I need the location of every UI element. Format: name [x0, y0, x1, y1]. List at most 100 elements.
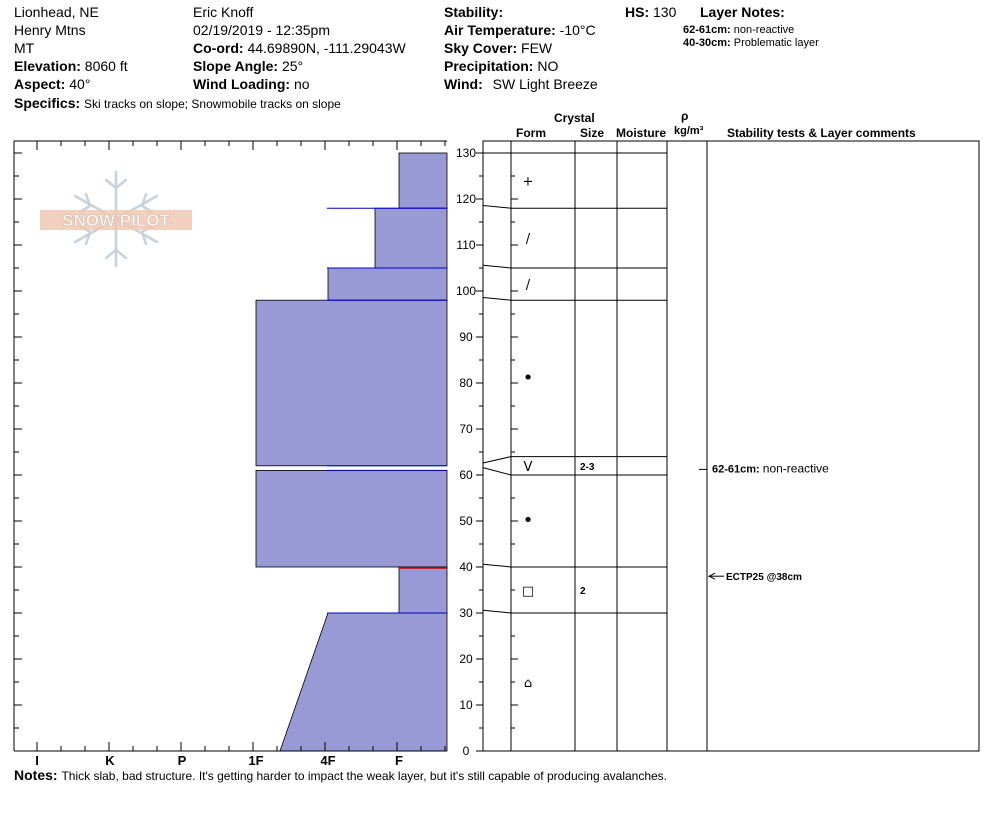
aspect-value: 40°	[69, 76, 91, 92]
logo-text: SNOW PILOT	[62, 211, 170, 230]
depth-tick-label: 50	[459, 514, 473, 528]
layer-comment: 62-61cm: non-reactive	[712, 461, 829, 475]
correlation-line	[482, 204, 512, 209]
coord-value: 44.69890N, -111.29043W	[247, 40, 406, 56]
slope-angle: Slope Angle: 25°	[193, 58, 303, 74]
coordinates: Co-ord: 44.69890N, -111.29043W	[193, 40, 406, 56]
depth-tick-label: 60	[459, 468, 473, 482]
elevation-value: 8060 ft	[84, 58, 128, 74]
range: Henry Mtns	[14, 22, 86, 38]
snow-pilot-logo: SNOW PILOT	[40, 170, 192, 268]
grain-size: 2-3	[580, 462, 595, 473]
density-header: kg/m³	[674, 125, 704, 137]
coord-label: Co-ord:	[193, 40, 244, 56]
wind: Wind: SW Light Breeze	[444, 76, 598, 92]
hardness-layer	[374, 207, 448, 269]
correlation-line	[482, 563, 512, 568]
correlation-line	[482, 264, 512, 269]
layer-note-range: 62-61cm:	[683, 24, 731, 36]
depth-tick-label: 90	[459, 330, 473, 344]
hardness-layer	[327, 267, 448, 301]
depth-tick-label: 10	[459, 698, 473, 712]
grain-form: /	[526, 232, 531, 247]
stability-header: Stability tests & Layer comments	[727, 126, 916, 140]
correlation-line	[482, 467, 512, 476]
correlation-line	[482, 609, 512, 614]
air-temp-value: -10°C	[559, 22, 596, 38]
aspect-label: Aspect:	[14, 76, 66, 92]
stability-label: Stability:	[444, 4, 504, 20]
hardness-tick-label: 4F	[320, 753, 335, 768]
depth-tick-label: 110	[456, 238, 475, 252]
crystal-header: Crystal	[554, 111, 595, 125]
grain-form: +	[523, 175, 534, 190]
depth-tick-label: 20	[459, 652, 473, 666]
grain-form: □	[522, 584, 534, 599]
grain-form: •	[523, 510, 534, 531]
wind-value: SW Light Breeze	[492, 76, 598, 92]
wind-loading-label: Wind Loading:	[193, 76, 291, 92]
layer-note: 62-61cm: non-reactive	[683, 24, 794, 37]
aspect: Aspect: 40°	[14, 76, 90, 92]
specifics-value: Ski tracks on slope; Snowmobile tracks o…	[84, 97, 341, 111]
stability-test: ECTP25 @38cm	[726, 572, 802, 583]
layer-note: 40-30cm: Problematic layer	[683, 37, 819, 50]
specifics-label: Specifics:	[14, 95, 81, 111]
depth-tick-label: 80	[459, 376, 473, 390]
strata-frame	[482, 140, 980, 752]
hardness-layer	[255, 299, 448, 467]
depth-tick-label: 100	[456, 284, 476, 298]
slope-value: 25°	[281, 58, 304, 74]
sky-cover: Sky Cover: FEW	[444, 40, 552, 56]
hardness-layer	[255, 469, 448, 568]
elevation: Elevation: 8060 ft	[14, 58, 128, 74]
depth-tick-label: 120	[456, 192, 476, 206]
correlation-line	[482, 296, 512, 301]
datetime: 02/19/2019 - 12:35pm	[193, 22, 330, 38]
location: Lionhead, NE	[14, 4, 99, 20]
test-arrowhead	[707, 572, 716, 580]
layer-note-text: non-reactive	[733, 24, 795, 36]
rho-header: ρ	[681, 109, 689, 123]
layer-note-text: Problematic layer	[733, 37, 819, 49]
hardness-tick-label: I	[35, 753, 39, 768]
hardness-tick-label: P	[178, 753, 187, 768]
layer-notes-title: Layer Notes:	[700, 4, 785, 20]
notes-label: Notes:	[14, 767, 58, 783]
hardness-tick-label: F	[395, 753, 403, 768]
wind-loading: Wind Loading: no	[193, 76, 310, 92]
notes-value: Thick slab, bad structure. It's getting …	[61, 769, 668, 783]
grain-size: 2	[580, 586, 586, 597]
sky-label: Sky Cover:	[444, 40, 518, 56]
depth-tick-label: 130	[456, 146, 476, 160]
elevation-label: Elevation:	[14, 58, 81, 74]
depth-tick-label: 0	[463, 744, 470, 758]
sky-value: FEW	[521, 40, 553, 56]
hs-value: 130	[653, 4, 677, 20]
wind-loading-value: no	[293, 76, 310, 92]
specifics: Specifics: Ski tracks on slope; Snowmobi…	[14, 95, 341, 112]
state: MT	[14, 40, 35, 56]
grain-form: ⌂	[524, 676, 532, 691]
depth-tick-label: 70	[459, 422, 473, 436]
notes: Notes: Thick slab, bad structure. It's g…	[14, 767, 667, 784]
wind-label: Wind:	[444, 76, 483, 92]
size-header: Size	[580, 126, 605, 140]
hs-label: HS:	[625, 4, 650, 20]
depth-tick-label: 30	[459, 606, 473, 620]
form-header: Form	[516, 126, 546, 140]
air-temperature: Air Temperature: -10°C	[444, 22, 596, 38]
hs: HS: 130	[625, 4, 676, 20]
hardness-tick-label: K	[105, 753, 115, 768]
grain-form: V	[524, 460, 533, 475]
precip-label: Precipitation:	[444, 58, 534, 74]
moisture-header: Moisture	[616, 126, 667, 140]
depth-tick-label: 40	[459, 560, 473, 574]
slope-label: Slope Angle:	[193, 58, 279, 74]
hardness-layer	[398, 566, 448, 614]
grain-form: /	[526, 278, 531, 293]
correlation-line	[482, 456, 512, 464]
hardness-layer	[279, 612, 448, 752]
hardness-tick-label: 1F	[248, 753, 263, 768]
